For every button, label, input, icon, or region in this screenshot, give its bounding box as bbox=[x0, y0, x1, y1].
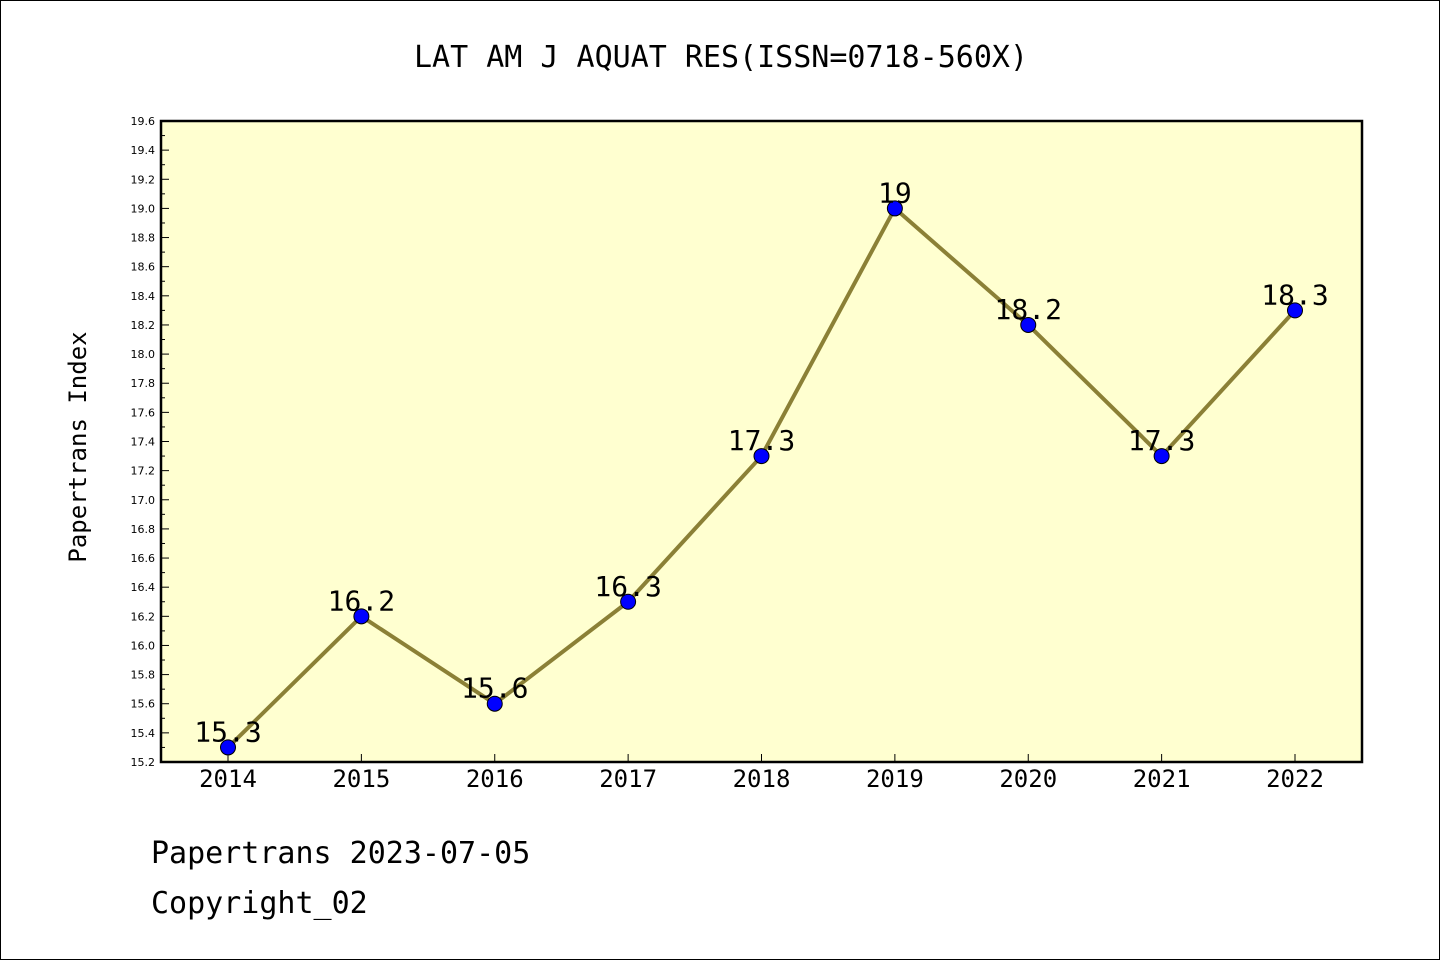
x-tick-label: 2016 bbox=[466, 765, 524, 793]
y-tick-label: 16.6 bbox=[131, 552, 156, 565]
data-label: 17.3 bbox=[1128, 424, 1195, 457]
y-axis-ticks: 15.2 15.4 15.6 15.8 16.0 16.2 16.4 16.6 16.8 17.0… bbox=[131, 115, 169, 769]
data-labels: 15.3 16.2 15.6 16.3 17.3 19 18.2 17.3 18.3 bbox=[194, 176, 1328, 748]
x-tick-label: 2015 bbox=[332, 765, 390, 793]
y-tick-label: 18.0 bbox=[131, 348, 156, 361]
data-label: 18.2 bbox=[995, 293, 1062, 326]
x-tick-label: 2018 bbox=[733, 765, 791, 793]
y-tick-label: 17.6 bbox=[131, 406, 156, 419]
plot-area bbox=[159, 119, 1364, 764]
data-point bbox=[1020, 316, 1037, 333]
x-tick-label: 2022 bbox=[1266, 765, 1324, 793]
y-tick-label: 18.6 bbox=[131, 261, 156, 274]
y-tick-label: 19.2 bbox=[131, 173, 156, 186]
data-point bbox=[753, 448, 770, 465]
y-tick-label: 16.2 bbox=[131, 610, 156, 623]
y-tick-label: 17.4 bbox=[131, 436, 156, 449]
y-tick-label: 15.8 bbox=[131, 669, 156, 682]
x-tick-label: 2019 bbox=[866, 765, 924, 793]
footer-date: Papertrans 2023-07-05 bbox=[151, 836, 531, 871]
y-tick-label: 15.6 bbox=[131, 698, 156, 711]
y-tick-label: 18.2 bbox=[131, 319, 156, 332]
data-point bbox=[353, 608, 370, 625]
data-label: 18.3 bbox=[1261, 278, 1328, 311]
y-tick-label: 16.4 bbox=[131, 581, 156, 594]
data-label: 17.3 bbox=[728, 424, 795, 457]
chart-title: LAT AM J AQUAT RES(ISSN=0718-560X) bbox=[414, 40, 1028, 75]
y-tick-label: 17.2 bbox=[131, 465, 156, 478]
data-point bbox=[220, 739, 236, 756]
y-tick-label: 15.2 bbox=[131, 756, 156, 769]
x-tick-label: 2014 bbox=[199, 765, 257, 793]
data-point bbox=[486, 695, 503, 712]
x-axis-ticks: 2014 2015 2016 2017 2018 2019 2020 2021 2022 bbox=[199, 754, 1324, 793]
footer-copyright: Copyright_02 bbox=[151, 886, 368, 921]
y-axis-label: Papertrans Index bbox=[64, 331, 92, 562]
x-tick-label: 2017 bbox=[599, 765, 657, 793]
data-label: 15.3 bbox=[194, 715, 261, 748]
x-tick-label: 2021 bbox=[1133, 765, 1191, 793]
data-label: 16.2 bbox=[328, 584, 395, 617]
y-tick-label: 15.4 bbox=[131, 727, 156, 740]
data-point bbox=[886, 200, 903, 217]
y-tick-label: 19.0 bbox=[131, 202, 156, 215]
y-tick-label: 17.8 bbox=[131, 377, 156, 390]
y-tick-label: 19.4 bbox=[131, 144, 156, 157]
y-tick-label: 19.6 bbox=[131, 115, 156, 128]
y-tick-label: 18.4 bbox=[131, 290, 156, 303]
data-point bbox=[620, 593, 637, 610]
data-markers bbox=[220, 200, 1303, 756]
data-label: 19 bbox=[878, 176, 912, 209]
data-label: 16.3 bbox=[594, 570, 661, 603]
y-tick-label: 16.0 bbox=[131, 639, 156, 652]
y-tick-label: 17.0 bbox=[131, 494, 156, 507]
data-point bbox=[1153, 448, 1170, 465]
y-tick-label: 16.8 bbox=[131, 523, 156, 536]
x-tick-label: 2020 bbox=[999, 765, 1057, 793]
y-tick-label: 18.8 bbox=[131, 232, 156, 245]
data-label: 15.6 bbox=[461, 672, 528, 705]
data-point bbox=[1287, 302, 1303, 319]
